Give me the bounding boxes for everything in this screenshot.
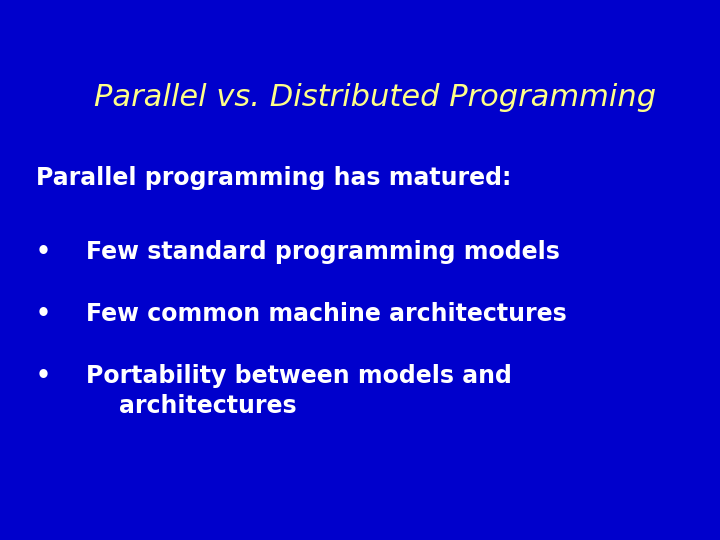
Text: Portability between models and
    architectures: Portability between models and architect…: [86, 364, 512, 418]
Text: Few common machine architectures: Few common machine architectures: [86, 302, 567, 326]
Text: Parallel programming has matured:: Parallel programming has matured:: [36, 166, 511, 190]
Text: •: •: [36, 364, 51, 388]
Text: •: •: [36, 302, 51, 326]
Text: Few standard programming models: Few standard programming models: [86, 240, 560, 264]
Text: Parallel vs. Distributed Programming: Parallel vs. Distributed Programming: [94, 83, 656, 112]
Text: •: •: [36, 240, 51, 264]
